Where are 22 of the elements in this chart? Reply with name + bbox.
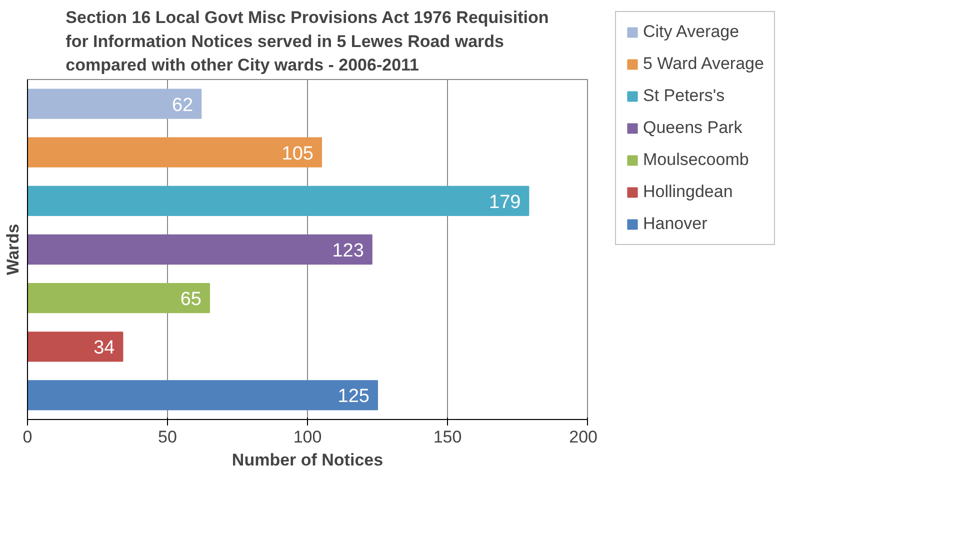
legend-label: Moulsecoomb: [643, 150, 749, 170]
x-tick-label: 50: [158, 428, 177, 446]
legend-label: Hanover: [643, 214, 708, 234]
data-label: 105: [282, 143, 314, 164]
data-label: 34: [94, 338, 116, 359]
data-label: 125: [338, 386, 370, 408]
x-tick-label: 150: [433, 428, 462, 446]
data-label: 179: [489, 192, 521, 213]
x-tick-label: 100: [293, 428, 322, 446]
data-label: 65: [180, 289, 202, 310]
y-axis-title: Wards: [4, 224, 22, 276]
data-label: 123: [332, 240, 364, 262]
legend-label: 5 Ward Average: [643, 54, 764, 74]
x-tick-label: 0: [22, 428, 32, 446]
data-label: 62: [172, 94, 194, 116]
chart-title: Section 16 Local Govt Misc Provisions Act 1976 Requisition for Information Notices served in 5 Lewes Road wards compared with other City wards - 2006-2011: [66, 8, 549, 74]
x-tick-label: 200: [569, 428, 598, 446]
legend-label: Queens Park: [643, 118, 742, 138]
legend-label: Hollingdean: [643, 182, 733, 202]
x-axis-title: Number of Notices: [232, 450, 384, 470]
legend-label: City Average: [643, 22, 740, 42]
legend-label: St Peters's: [643, 86, 725, 106]
